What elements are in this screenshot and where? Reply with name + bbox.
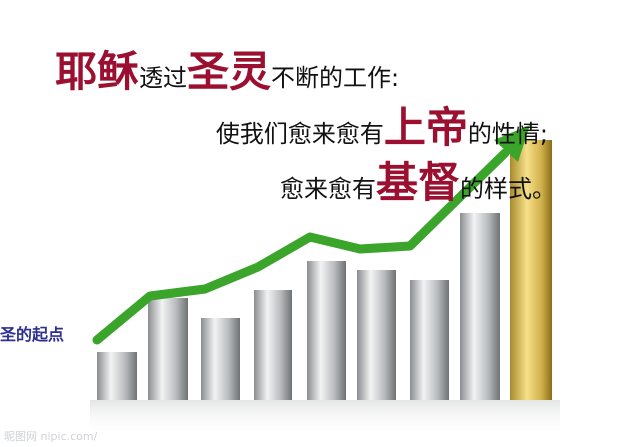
bar — [254, 290, 292, 400]
line-1: 耶稣透过圣灵不断的工作: — [55, 47, 399, 96]
bar — [410, 280, 449, 400]
reflection — [90, 400, 560, 435]
start-label: 圣的起点 — [0, 325, 64, 344]
trend-arrow — [92, 148, 510, 345]
bar — [510, 140, 552, 400]
watermark: 昵图网 nipic.com/ — [4, 430, 98, 443]
bar — [97, 352, 137, 400]
bars — [90, 140, 560, 435]
bar — [357, 270, 396, 400]
bar — [460, 213, 500, 400]
bar — [307, 261, 346, 400]
bar — [148, 298, 188, 400]
bar — [201, 318, 240, 400]
line-2: 使我们愈来愈有上帝的性情; — [216, 103, 548, 152]
arrow-head — [494, 125, 530, 162]
line-3: 愈来愈有基督的样式。 — [280, 158, 556, 207]
